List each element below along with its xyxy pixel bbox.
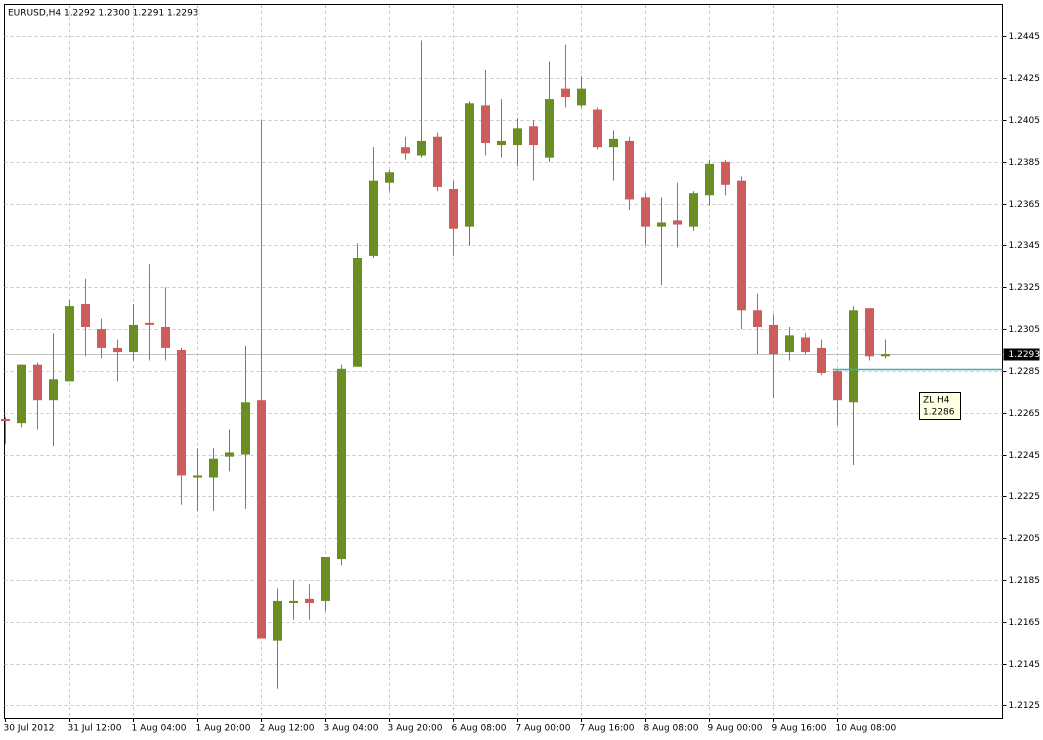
x-tick-label: 1 Aug 20:00 xyxy=(196,724,251,734)
candle-body xyxy=(865,308,874,357)
candle-body xyxy=(161,327,170,348)
candle-body xyxy=(193,475,202,478)
candle-body xyxy=(881,354,890,357)
candle-body xyxy=(465,103,474,227)
candle-body xyxy=(801,337,810,353)
candle-body xyxy=(257,400,266,639)
y-tick-label: 1.2245 xyxy=(1009,451,1041,461)
candle-body xyxy=(577,88,586,106)
candle-body xyxy=(769,324,778,355)
candle-body xyxy=(209,458,218,478)
candle-body xyxy=(321,557,330,601)
candle-body xyxy=(705,163,714,196)
candle-body xyxy=(625,140,634,200)
candle-body xyxy=(97,329,106,348)
candle-body xyxy=(33,364,42,401)
y-tick-label: 1.2345 xyxy=(1009,241,1041,251)
candle-body xyxy=(721,161,730,185)
y-tick-label: 1.2185 xyxy=(1009,576,1041,586)
y-tick-label: 1.2445 xyxy=(1009,32,1041,42)
candle-body xyxy=(641,197,650,227)
candle-body xyxy=(417,140,426,156)
y-tick-label: 1.2145 xyxy=(1009,660,1041,670)
candle-body xyxy=(225,452,234,457)
candle-body xyxy=(833,370,842,401)
candle-body xyxy=(337,368,346,560)
candle-body xyxy=(17,364,26,424)
x-tick-label: 7 Aug 16:00 xyxy=(580,724,635,734)
candle-body xyxy=(593,109,602,148)
y-tick-label: 1.2285 xyxy=(1009,367,1041,377)
x-tick-label: 2 Aug 12:00 xyxy=(260,724,315,734)
price-box xyxy=(1003,348,1040,361)
candle-body xyxy=(753,310,762,327)
x-tick-label: 3 Aug 04:00 xyxy=(324,724,379,734)
x-tick-label: 1 Aug 04:00 xyxy=(132,724,187,734)
level-value: 1.2286 xyxy=(923,408,955,418)
x-tick-label: 6 Aug 08:00 xyxy=(452,724,507,734)
y-tick-label: 1.2325 xyxy=(1009,283,1041,293)
y-tick-label: 1.2225 xyxy=(1009,492,1041,502)
x-tick-label: 3 Aug 20:00 xyxy=(388,724,443,734)
candle-body xyxy=(369,180,378,256)
plot-frame xyxy=(4,4,1003,719)
candle-body xyxy=(689,193,698,227)
candle-body xyxy=(529,126,538,146)
candle-body xyxy=(481,105,490,143)
candle-body xyxy=(305,598,314,603)
candle-body xyxy=(785,335,794,353)
candle-body xyxy=(81,304,90,327)
y-tick-label: 1.2205 xyxy=(1009,534,1041,544)
chart-title: EURUSD,H4 1.2292 1.2300 1.2291 1.2293 xyxy=(8,9,199,19)
candle-body xyxy=(401,147,410,154)
candle-body xyxy=(353,258,362,367)
candle-body xyxy=(289,600,298,603)
candle-body xyxy=(1,419,10,422)
y-tick-label: 1.2265 xyxy=(1009,409,1041,419)
candle-body xyxy=(49,379,58,401)
candle-body xyxy=(433,136,442,187)
candle-body xyxy=(65,306,74,382)
y-tick-label: 1.2365 xyxy=(1009,200,1041,210)
candle-body xyxy=(657,222,666,227)
candle-body xyxy=(273,600,282,641)
price-label: 1.2293 xyxy=(1009,350,1041,360)
x-tick-label: 7 Aug 00:00 xyxy=(516,724,571,734)
candle-body xyxy=(385,172,394,183)
level-name: ZL H4 xyxy=(923,396,950,406)
x-tick-label: 8 Aug 08:00 xyxy=(644,724,699,734)
candle-body xyxy=(497,140,506,146)
candle-body xyxy=(737,180,746,311)
candle-body xyxy=(513,128,522,146)
candle-body xyxy=(817,347,826,373)
y-tick-label: 1.2305 xyxy=(1009,325,1041,335)
y-tick-label: 1.2165 xyxy=(1009,618,1041,628)
x-tick-label: 30 Jul 2012 xyxy=(4,724,55,734)
x-tick-label: 10 Aug 08:00 xyxy=(836,724,897,734)
candle-body xyxy=(449,189,458,229)
y-tick-label: 1.2425 xyxy=(1009,74,1041,84)
x-tick-label: 9 Aug 16:00 xyxy=(772,724,827,734)
candle-body xyxy=(561,88,570,97)
candle-body xyxy=(545,99,554,158)
level-tooltip xyxy=(919,392,961,420)
candle-body xyxy=(849,310,858,403)
candle-body xyxy=(129,324,138,353)
candle-body xyxy=(145,322,154,325)
candle-body xyxy=(609,138,618,148)
candle-body xyxy=(177,350,186,476)
y-tick-label: 1.2385 xyxy=(1009,158,1041,168)
x-tick-label: 9 Aug 00:00 xyxy=(708,724,763,734)
y-tick-label: 1.2125 xyxy=(1009,701,1041,711)
x-tick-label: 31 Jul 12:00 xyxy=(68,724,122,734)
candle-body xyxy=(241,402,250,455)
candle-body xyxy=(673,220,682,225)
candle-body xyxy=(113,347,122,353)
y-tick-label: 1.2405 xyxy=(1009,116,1041,126)
